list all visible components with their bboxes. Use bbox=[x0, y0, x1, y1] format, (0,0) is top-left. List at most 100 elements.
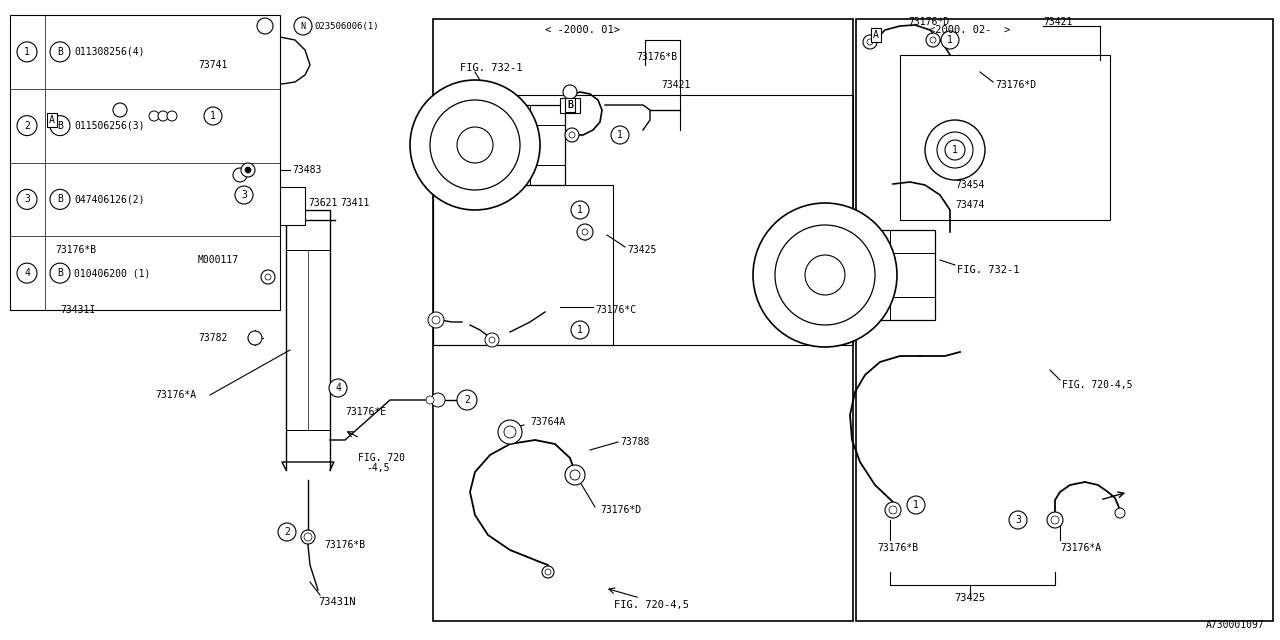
Text: A: A bbox=[49, 115, 55, 125]
Text: 1: 1 bbox=[210, 111, 216, 121]
Text: 73431N: 73431N bbox=[317, 597, 356, 607]
Circle shape bbox=[305, 533, 312, 541]
Text: 73421: 73421 bbox=[1043, 17, 1073, 27]
Circle shape bbox=[582, 229, 588, 235]
Circle shape bbox=[257, 18, 273, 34]
Text: 73176*B: 73176*B bbox=[636, 52, 677, 62]
Circle shape bbox=[908, 496, 925, 514]
Bar bbox=[275, 187, 305, 225]
Circle shape bbox=[571, 321, 589, 339]
Text: <2000. 02-  >: <2000. 02- > bbox=[929, 25, 1011, 35]
Circle shape bbox=[329, 379, 347, 397]
Text: 73176*D: 73176*D bbox=[995, 80, 1036, 90]
Circle shape bbox=[1047, 512, 1062, 528]
Text: 73454: 73454 bbox=[955, 180, 984, 190]
Circle shape bbox=[113, 103, 127, 117]
Text: 73176*C: 73176*C bbox=[595, 305, 636, 315]
Circle shape bbox=[925, 33, 940, 47]
Circle shape bbox=[248, 331, 262, 345]
Circle shape bbox=[241, 163, 255, 177]
Bar bbox=[826, 230, 934, 320]
Text: 73176*E: 73176*E bbox=[346, 407, 387, 417]
Text: B: B bbox=[58, 268, 63, 278]
Text: 2: 2 bbox=[24, 120, 29, 131]
Circle shape bbox=[498, 420, 522, 444]
Circle shape bbox=[244, 167, 251, 173]
Text: 73425: 73425 bbox=[627, 245, 657, 255]
Text: 73176*D: 73176*D bbox=[908, 17, 950, 27]
Text: N: N bbox=[301, 22, 306, 31]
Text: 73782: 73782 bbox=[198, 333, 228, 343]
Circle shape bbox=[1009, 511, 1027, 529]
Bar bbox=[433, 19, 852, 621]
Text: 3: 3 bbox=[24, 195, 29, 204]
Text: 73431I: 73431I bbox=[60, 305, 95, 315]
Circle shape bbox=[278, 523, 296, 541]
Circle shape bbox=[410, 80, 540, 210]
Circle shape bbox=[564, 465, 585, 485]
Circle shape bbox=[884, 502, 901, 518]
Circle shape bbox=[570, 470, 580, 480]
Circle shape bbox=[426, 396, 434, 404]
Text: 73764A: 73764A bbox=[530, 417, 566, 427]
Text: FIG. 732-1: FIG. 732-1 bbox=[957, 265, 1019, 275]
Text: 3: 3 bbox=[241, 190, 247, 200]
Text: 4: 4 bbox=[335, 383, 340, 393]
Circle shape bbox=[204, 107, 221, 125]
Circle shape bbox=[489, 337, 495, 343]
Text: 4: 4 bbox=[24, 268, 29, 278]
Circle shape bbox=[485, 333, 499, 347]
Text: FIG. 720: FIG. 720 bbox=[358, 453, 404, 463]
Circle shape bbox=[265, 274, 271, 280]
Text: 73421: 73421 bbox=[660, 80, 690, 90]
Text: 73788: 73788 bbox=[620, 437, 649, 447]
Circle shape bbox=[611, 126, 628, 144]
Text: 73176*A: 73176*A bbox=[155, 390, 196, 400]
Text: B: B bbox=[567, 100, 573, 110]
Circle shape bbox=[774, 225, 876, 325]
Text: B: B bbox=[58, 195, 63, 204]
Circle shape bbox=[157, 111, 168, 121]
Circle shape bbox=[428, 312, 444, 328]
Text: FIG. 732-1: FIG. 732-1 bbox=[460, 63, 522, 73]
Circle shape bbox=[50, 116, 70, 136]
Circle shape bbox=[17, 189, 37, 209]
Text: A730001097: A730001097 bbox=[1206, 620, 1265, 630]
Text: 73411: 73411 bbox=[340, 198, 370, 208]
Circle shape bbox=[301, 530, 315, 544]
Text: 2: 2 bbox=[284, 527, 291, 537]
Text: FIG. 720-4,5: FIG. 720-4,5 bbox=[614, 600, 689, 610]
Bar bbox=[10, 15, 280, 310]
Text: 3: 3 bbox=[1015, 515, 1021, 525]
Text: B: B bbox=[567, 100, 573, 110]
Text: 73176*A: 73176*A bbox=[1060, 543, 1101, 553]
Text: 73621: 73621 bbox=[308, 198, 338, 208]
Bar bbox=[561, 98, 580, 113]
Circle shape bbox=[937, 132, 973, 168]
Circle shape bbox=[504, 426, 516, 438]
Text: 011308256(4): 011308256(4) bbox=[74, 47, 145, 57]
Text: B: B bbox=[58, 47, 63, 57]
Circle shape bbox=[430, 100, 520, 190]
Circle shape bbox=[457, 390, 477, 410]
Circle shape bbox=[925, 120, 986, 180]
Circle shape bbox=[571, 201, 589, 219]
Circle shape bbox=[577, 224, 593, 240]
Text: 047406126(2): 047406126(2) bbox=[74, 195, 145, 204]
Circle shape bbox=[294, 17, 312, 35]
Circle shape bbox=[563, 85, 577, 99]
Text: 73474: 73474 bbox=[955, 200, 984, 210]
Bar bbox=[433, 185, 613, 345]
Text: 1: 1 bbox=[577, 325, 582, 335]
Circle shape bbox=[945, 140, 965, 160]
Circle shape bbox=[457, 127, 493, 163]
Circle shape bbox=[931, 37, 936, 43]
Circle shape bbox=[570, 132, 575, 138]
Circle shape bbox=[753, 203, 897, 347]
Circle shape bbox=[17, 263, 37, 283]
Text: 1: 1 bbox=[577, 205, 582, 215]
Circle shape bbox=[564, 128, 579, 142]
Circle shape bbox=[941, 31, 959, 49]
Text: B: B bbox=[58, 120, 63, 131]
Text: 1: 1 bbox=[24, 47, 29, 57]
